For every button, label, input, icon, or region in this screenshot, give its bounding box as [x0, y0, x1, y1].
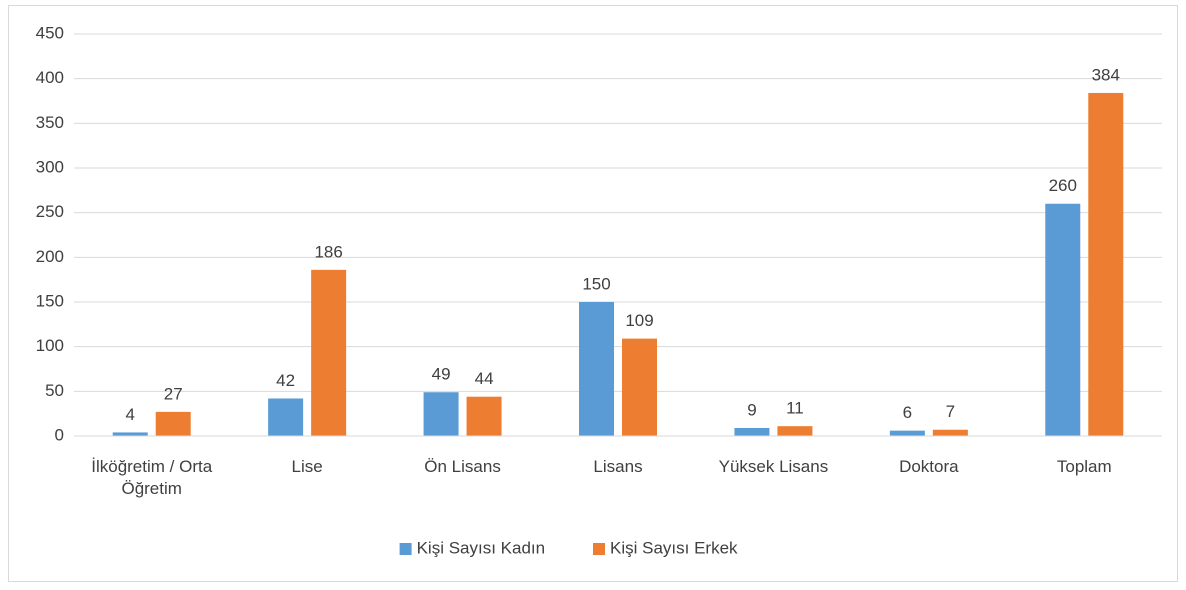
data-label: 7: [946, 402, 955, 421]
data-label: 260: [1049, 176, 1077, 195]
data-label: 4: [125, 405, 134, 424]
data-label: 27: [164, 384, 183, 403]
bar: [777, 426, 813, 436]
y-tick-label: 250: [36, 202, 64, 221]
bar: [1045, 203, 1081, 436]
y-tick-label: 300: [36, 157, 64, 176]
bar: [112, 432, 148, 436]
bar: [466, 396, 502, 436]
x-tick-label: Yüksek Lisans: [718, 457, 829, 476]
bar: [268, 398, 304, 436]
bar: [579, 302, 614, 436]
x-tick-label: Lisans: [593, 457, 643, 476]
bar: [311, 269, 347, 436]
legend-label: Kişi Sayısı Erkek: [610, 538, 738, 557]
chart-border: [8, 5, 1178, 582]
y-tick-label: 0: [55, 425, 64, 444]
legend-swatch: [593, 543, 605, 555]
y-tick-label: 350: [36, 113, 64, 132]
y-tick-label: 50: [45, 381, 64, 400]
data-label: 6: [903, 403, 912, 422]
bar: [889, 430, 925, 436]
y-tick-label: 150: [36, 291, 64, 310]
legend-label: Kişi Sayısı Kadın: [417, 538, 546, 557]
data-label: 49: [432, 365, 451, 384]
bar: [1088, 92, 1124, 437]
y-tick-label: 450: [36, 23, 64, 42]
x-tick-label: İlköğretim / Orta Öğretim: [91, 457, 213, 498]
data-label: 150: [582, 274, 610, 293]
data-label: 9: [747, 400, 756, 419]
data-label: 42: [276, 371, 295, 390]
y-tick-label: 400: [36, 68, 64, 87]
bar: [423, 392, 459, 436]
data-label: 384: [1092, 65, 1120, 84]
x-tick-label: Toplam: [1056, 457, 1112, 476]
data-label: 186: [314, 242, 342, 261]
x-tick-label: Doktora: [899, 457, 959, 476]
data-label: 11: [786, 399, 804, 418]
y-tick-label: 100: [36, 336, 64, 355]
data-label: 44: [475, 369, 494, 388]
y-tick-label: 200: [36, 247, 64, 266]
bar: [932, 429, 968, 436]
bar: [734, 427, 770, 436]
x-tick-label: Lise: [291, 457, 323, 476]
bar: [155, 411, 191, 436]
x-tick-label: Ön Lisans: [424, 457, 501, 476]
bar: [622, 338, 657, 436]
legend-swatch: [399, 543, 412, 555]
data-label: 109: [625, 311, 653, 330]
